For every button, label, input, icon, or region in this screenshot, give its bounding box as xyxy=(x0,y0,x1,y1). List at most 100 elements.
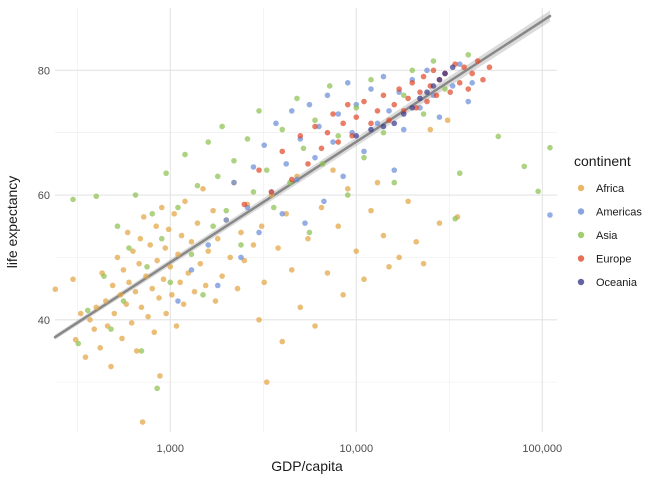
data-point-africa xyxy=(145,313,151,320)
data-point-asia xyxy=(108,326,114,332)
trend-line-path xyxy=(53,14,552,339)
data-point-americas xyxy=(469,80,475,86)
legend-key-asia xyxy=(577,231,585,239)
data-point-africa xyxy=(380,232,387,239)
legend-key-europe xyxy=(577,255,585,262)
data-point-asia xyxy=(194,182,201,189)
data-point-asia xyxy=(361,154,367,161)
data-point-africa xyxy=(111,310,118,317)
data-point-europe xyxy=(349,133,355,139)
data-point-europe xyxy=(405,95,411,102)
legend-key-oceania xyxy=(577,278,585,286)
data-point-africa xyxy=(132,288,139,295)
data-point-americas xyxy=(344,80,351,86)
data-point-americas xyxy=(231,179,237,186)
data-point-africa xyxy=(173,323,180,329)
data-point-europe xyxy=(368,120,374,127)
data-point-asia xyxy=(319,161,326,167)
data-point-americas xyxy=(391,167,398,173)
x-tick-label: 10,000 xyxy=(339,443,373,455)
data-point-americas xyxy=(324,92,331,99)
data-point-africa xyxy=(194,220,201,226)
data-point-africa xyxy=(340,292,346,298)
data-point-asia xyxy=(163,170,169,177)
y-tick-label: 60 xyxy=(38,190,50,202)
data-point-europe xyxy=(465,86,472,92)
data-point-asia xyxy=(368,76,374,83)
data-point-africa xyxy=(52,286,59,293)
data-point-europe xyxy=(424,98,430,105)
data-point-africa xyxy=(312,323,318,329)
data-point-africa xyxy=(175,251,181,258)
data-point-africa xyxy=(420,260,427,267)
data-point-asia xyxy=(380,129,387,136)
data-point-oceania xyxy=(391,120,398,127)
data-point-africa xyxy=(87,316,93,323)
data-point-africa xyxy=(261,279,268,286)
data-point-americas xyxy=(188,267,195,273)
data-point-asia xyxy=(93,193,100,200)
data-point-americas xyxy=(279,210,286,217)
data-point-africa xyxy=(117,292,124,298)
data-point-americas xyxy=(175,298,181,304)
data-point-africa xyxy=(427,126,434,133)
data-point-europe xyxy=(469,70,475,77)
data-point-americas xyxy=(261,142,268,148)
data-point-asia xyxy=(175,204,181,211)
data-point-africa xyxy=(188,239,195,245)
data-point-asia xyxy=(409,67,416,74)
data-point-africa xyxy=(138,304,145,311)
data-point-oceania xyxy=(368,126,374,133)
legend-key-africa xyxy=(577,184,585,192)
data-point-africa xyxy=(120,267,127,273)
data-point-asia xyxy=(84,307,91,314)
data-point-africa xyxy=(324,270,331,276)
data-point-americas xyxy=(306,101,313,108)
data-point-africa xyxy=(330,167,336,173)
data-point-africa xyxy=(212,298,219,304)
data-point-africa xyxy=(139,419,146,425)
y-axis-ticks: 40 60 80 xyxy=(38,65,50,326)
data-point-europe xyxy=(256,167,262,173)
data-point-africa xyxy=(205,248,212,254)
data-point-africa xyxy=(82,354,89,360)
data-point-asia xyxy=(452,215,458,222)
data-point-asia xyxy=(344,192,351,198)
data-point-americas xyxy=(456,61,463,67)
data-point-europe xyxy=(380,92,387,99)
data-point-africa xyxy=(169,292,175,298)
data-point-asia xyxy=(279,126,286,133)
data-point-africa xyxy=(165,226,172,233)
y-tick-label: 80 xyxy=(38,65,50,77)
data-point-africa xyxy=(256,316,262,323)
legend-label-africa: Africa xyxy=(596,183,625,195)
data-point-africa xyxy=(250,242,257,248)
data-point-asia xyxy=(126,245,132,251)
data-point-asia xyxy=(420,111,427,117)
data-point-africa xyxy=(305,235,311,242)
data-point-asia xyxy=(132,192,139,198)
legend-label-asia: Asia xyxy=(596,230,618,242)
data-point-africa xyxy=(157,373,163,379)
data-point-africa xyxy=(167,263,174,270)
data-point-africa xyxy=(374,179,381,186)
data-point-americas xyxy=(374,120,381,127)
data-point-africa xyxy=(137,235,144,242)
data-point-africa xyxy=(219,273,225,279)
data-point-asia xyxy=(430,58,437,64)
data-point-asia xyxy=(114,223,121,230)
data-point-asia xyxy=(300,145,307,152)
data-point-europe xyxy=(413,104,420,111)
data-point-africa xyxy=(102,298,109,304)
data-point-europe xyxy=(312,123,318,130)
data-point-europe xyxy=(268,189,275,195)
data-point-asia xyxy=(223,207,230,214)
data-point-europe xyxy=(344,101,351,108)
data-point-europe xyxy=(480,76,486,83)
data-point-africa xyxy=(91,326,98,332)
data-point-asia xyxy=(456,170,463,177)
data-point-africa xyxy=(344,186,351,192)
data-point-africa xyxy=(171,210,178,217)
data-point-asia xyxy=(167,279,174,286)
